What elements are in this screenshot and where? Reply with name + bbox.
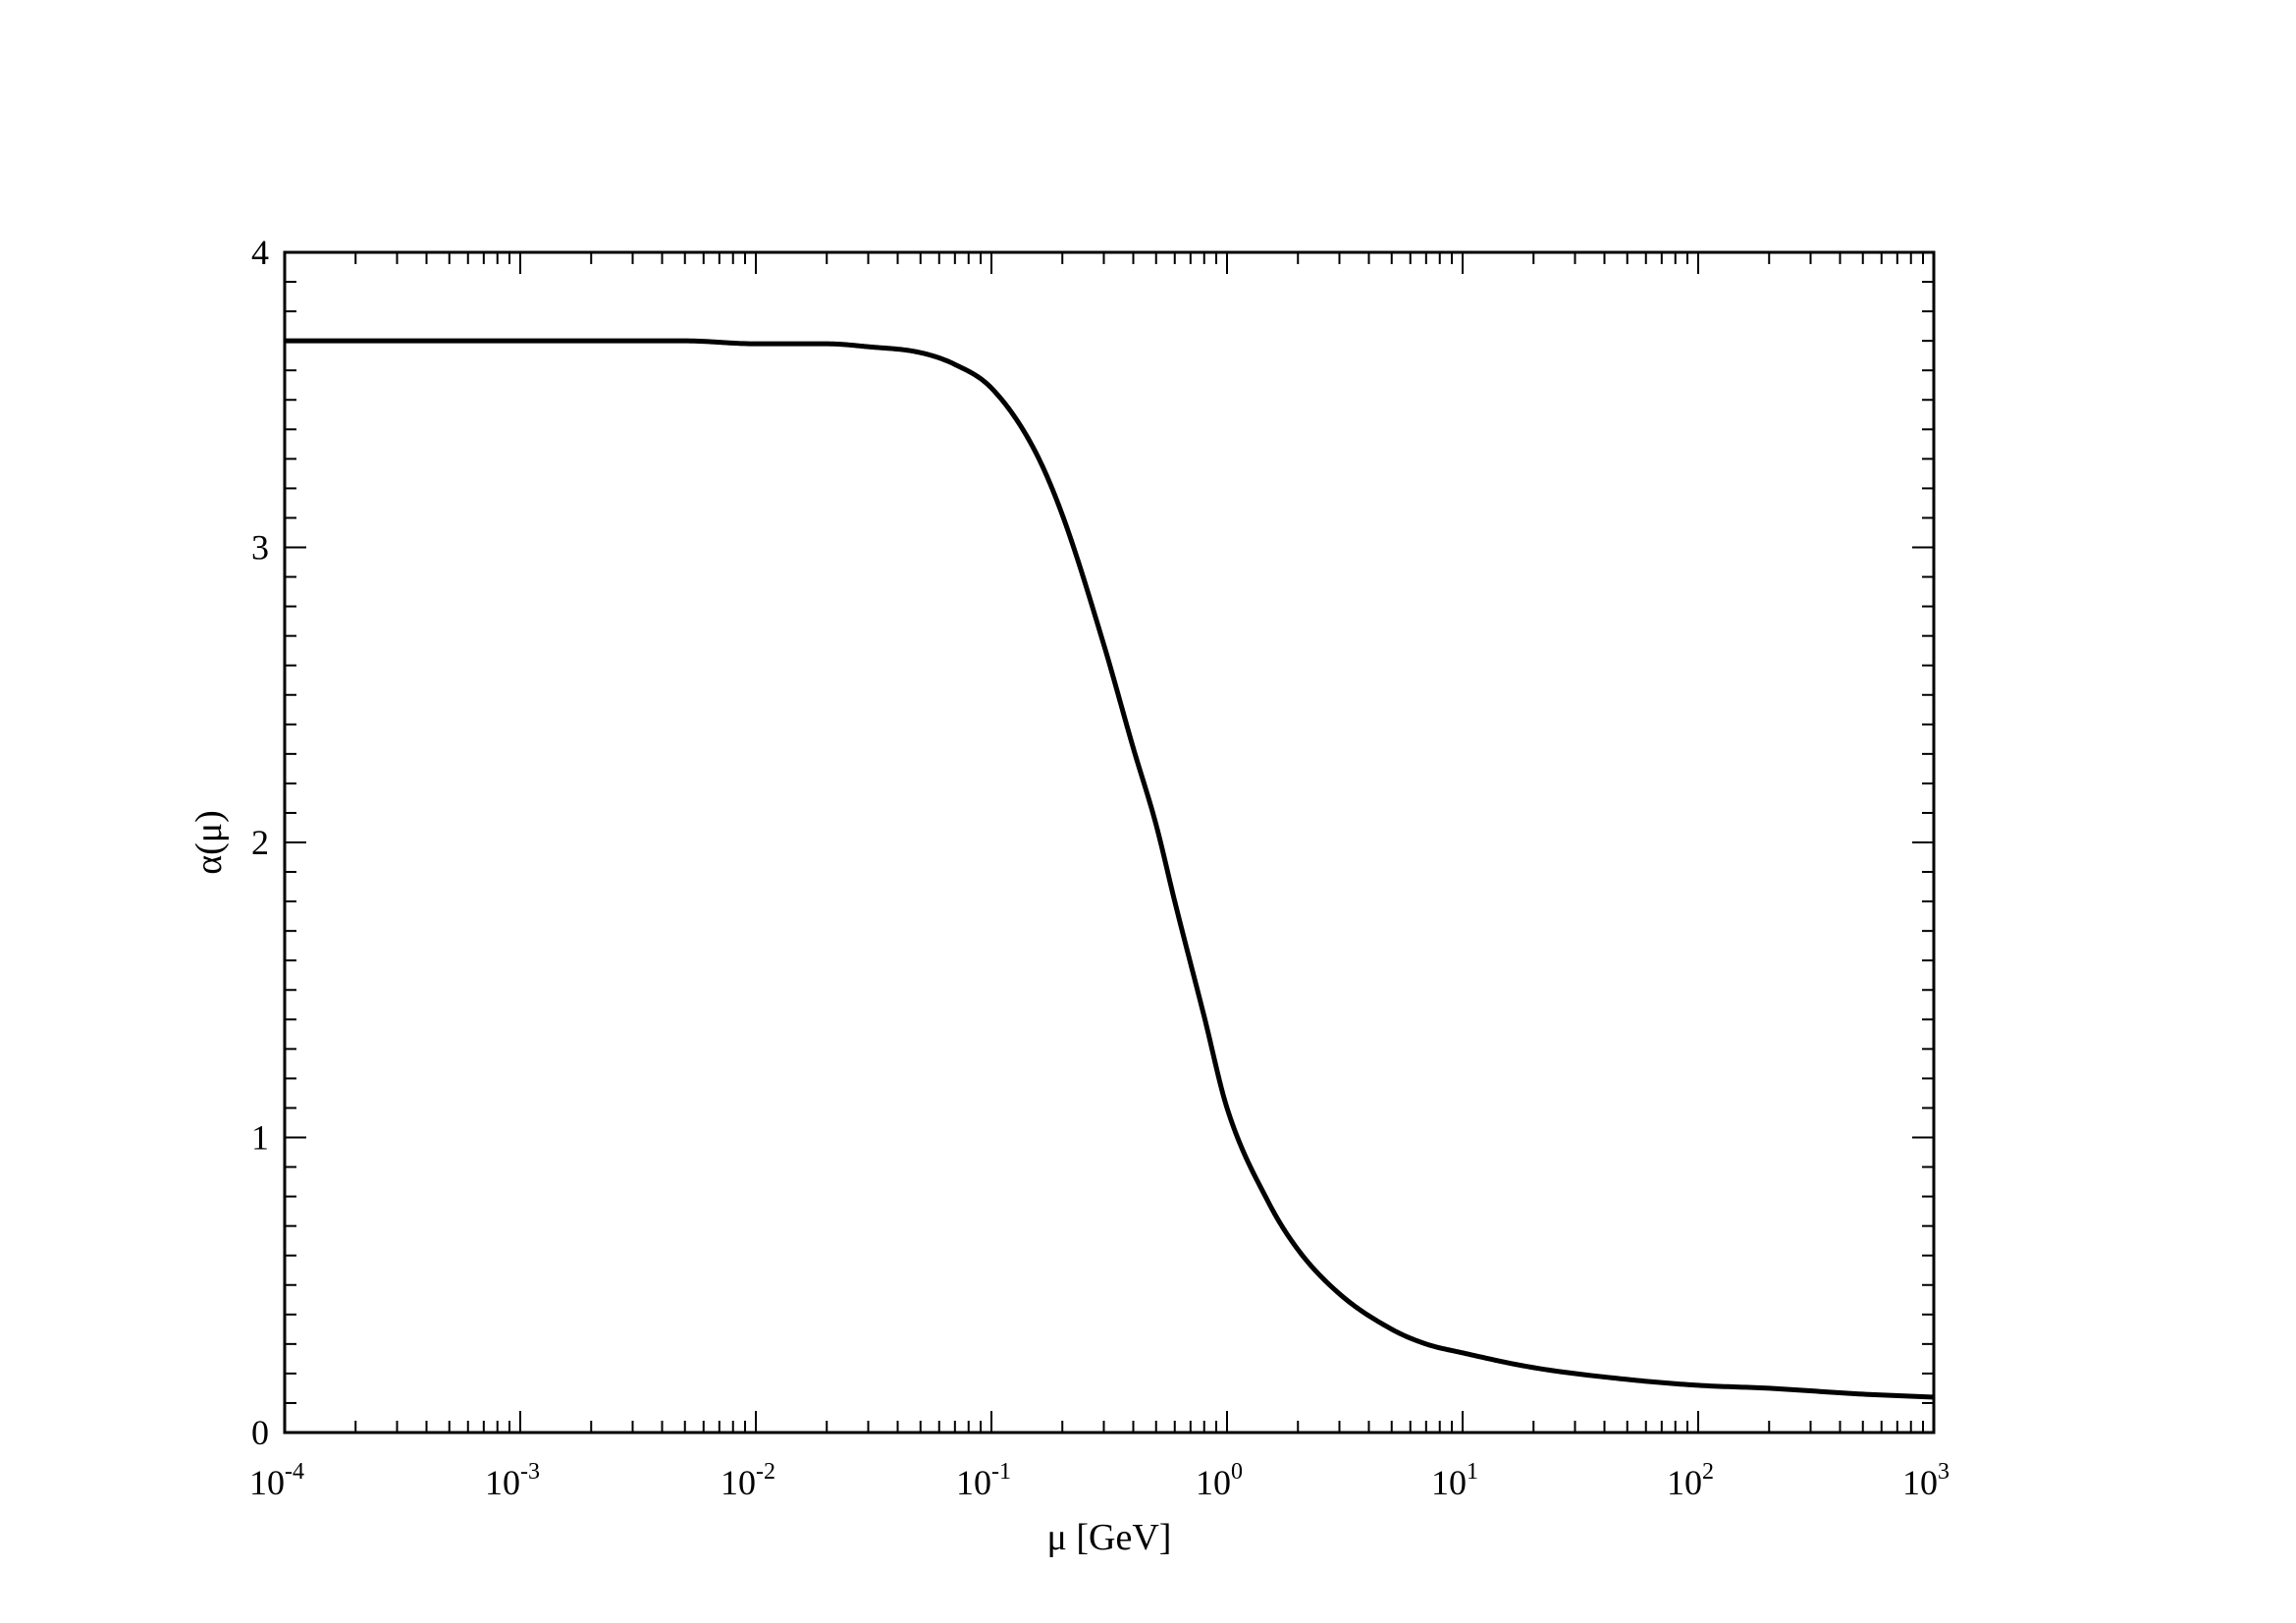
- y-tick-label: 0: [251, 1413, 269, 1452]
- x-tick-label: 103: [1902, 1459, 1949, 1502]
- x-tick-label-base: 10: [721, 1463, 756, 1502]
- x-tick-label-exponent: 0: [1231, 1459, 1243, 1485]
- y-tick-label: 2: [251, 823, 269, 862]
- x-tick-label: 10-2: [721, 1459, 775, 1502]
- plot-frame: [283, 250, 1936, 1434]
- x-tick-label-base: 10: [1431, 1463, 1467, 1502]
- y-tick-label: 3: [251, 528, 269, 568]
- x-tick-label: 102: [1667, 1459, 1714, 1502]
- x-tick-label: 101: [1431, 1459, 1478, 1502]
- x-tick-label-exponent: 3: [1938, 1459, 1949, 1485]
- x-tick-label: 10-1: [956, 1459, 1011, 1502]
- y-tick-labels: 0 1 2 3 4: [251, 233, 269, 1452]
- y-tick-label: 4: [251, 233, 269, 272]
- x-tick-label-exponent: 2: [1702, 1459, 1714, 1485]
- tick-marks: [284, 251, 1935, 1434]
- x-tick-label-exponent: -3: [520, 1459, 540, 1485]
- x-tick-label: 10-3: [485, 1459, 540, 1502]
- y-axis-label: α(μ): [188, 810, 230, 875]
- series-line: [285, 338, 1935, 1400]
- x-axis-label: μ [GeV]: [1047, 1517, 1172, 1558]
- x-tick-label-base: 10: [1667, 1463, 1702, 1502]
- x-tick-label-exponent: -4: [285, 1459, 304, 1485]
- x-tick-label-base: 10: [1902, 1463, 1938, 1502]
- x-tick-label-base: 10: [249, 1463, 285, 1502]
- x-tick-label-base: 10: [1196, 1463, 1231, 1502]
- x-tick-labels: 10-4 10-3 10-2 10-1 100 101 102 103: [249, 1459, 1949, 1502]
- x-tick-label: 100: [1196, 1459, 1243, 1502]
- x-tick-label-exponent: -1: [991, 1459, 1011, 1485]
- x-tick-label: 10-4: [249, 1459, 304, 1502]
- y-tick-label: 1: [251, 1118, 269, 1158]
- x-tick-label-base: 10: [485, 1463, 520, 1502]
- x-tick-label-base: 10: [956, 1463, 991, 1502]
- x-tick-label-exponent: 1: [1467, 1459, 1478, 1485]
- series-group: [285, 338, 1935, 1400]
- x-tick-label-exponent: -2: [756, 1459, 775, 1485]
